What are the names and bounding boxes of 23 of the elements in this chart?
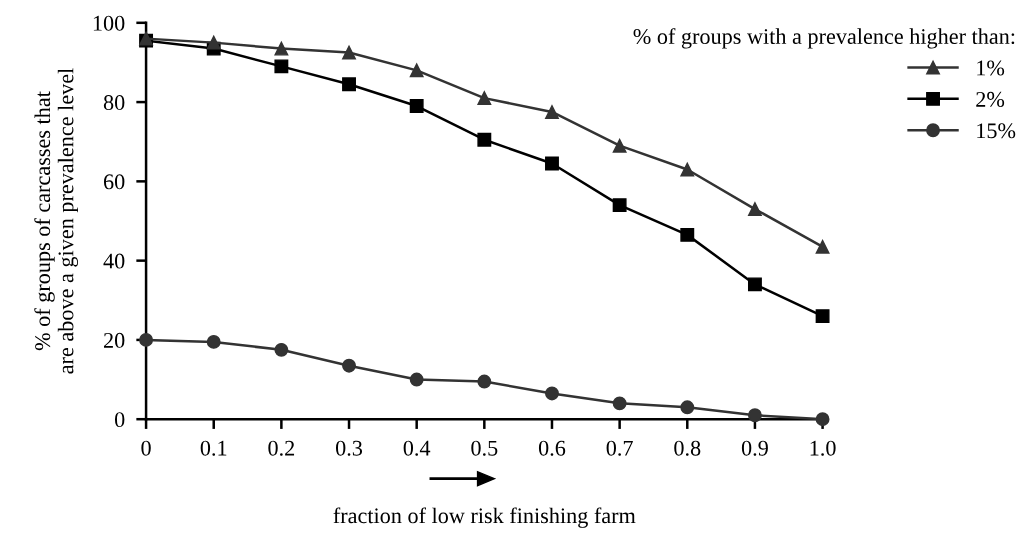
y-tick-label: 60 [103, 174, 125, 190]
x-tick-label: 0.1 [200, 440, 227, 456]
y-tick-label: 20 [104, 332, 125, 348]
legend-label: 1% [977, 60, 1005, 76]
y-tick-label: 80 [103, 95, 125, 111]
y-tick-label: 0 [114, 412, 125, 428]
x-axis-title: fraction of low risk finishing farm [333, 507, 636, 528]
legend-label: 15% [977, 123, 1016, 139]
y-tick-label: 100 [93, 15, 125, 31]
x-tick-label: 0.6 [538, 440, 566, 456]
x-tick-label: 0.8 [674, 440, 701, 456]
x-tick-label: 1.0 [810, 440, 836, 456]
x-tick-label: 0.4 [403, 440, 431, 456]
x-tick-label: 0.7 [606, 440, 633, 456]
x-tick-label: 0.2 [268, 440, 295, 456]
x-tick-label: 0.3 [335, 440, 363, 456]
y-axis-title: % of groups of carcasses that are above a given prevalence level [34, 68, 79, 374]
legend-title: % of groups with a prevalence higher than: [633, 28, 1015, 49]
x-tick-label: 0 [141, 440, 151, 456]
legend-label: 2% [976, 91, 1005, 107]
y-tick-label: 40 [103, 253, 125, 269]
x-tick-label: 0.9 [741, 440, 768, 456]
x-tick-label: 0.5 [471, 440, 498, 456]
